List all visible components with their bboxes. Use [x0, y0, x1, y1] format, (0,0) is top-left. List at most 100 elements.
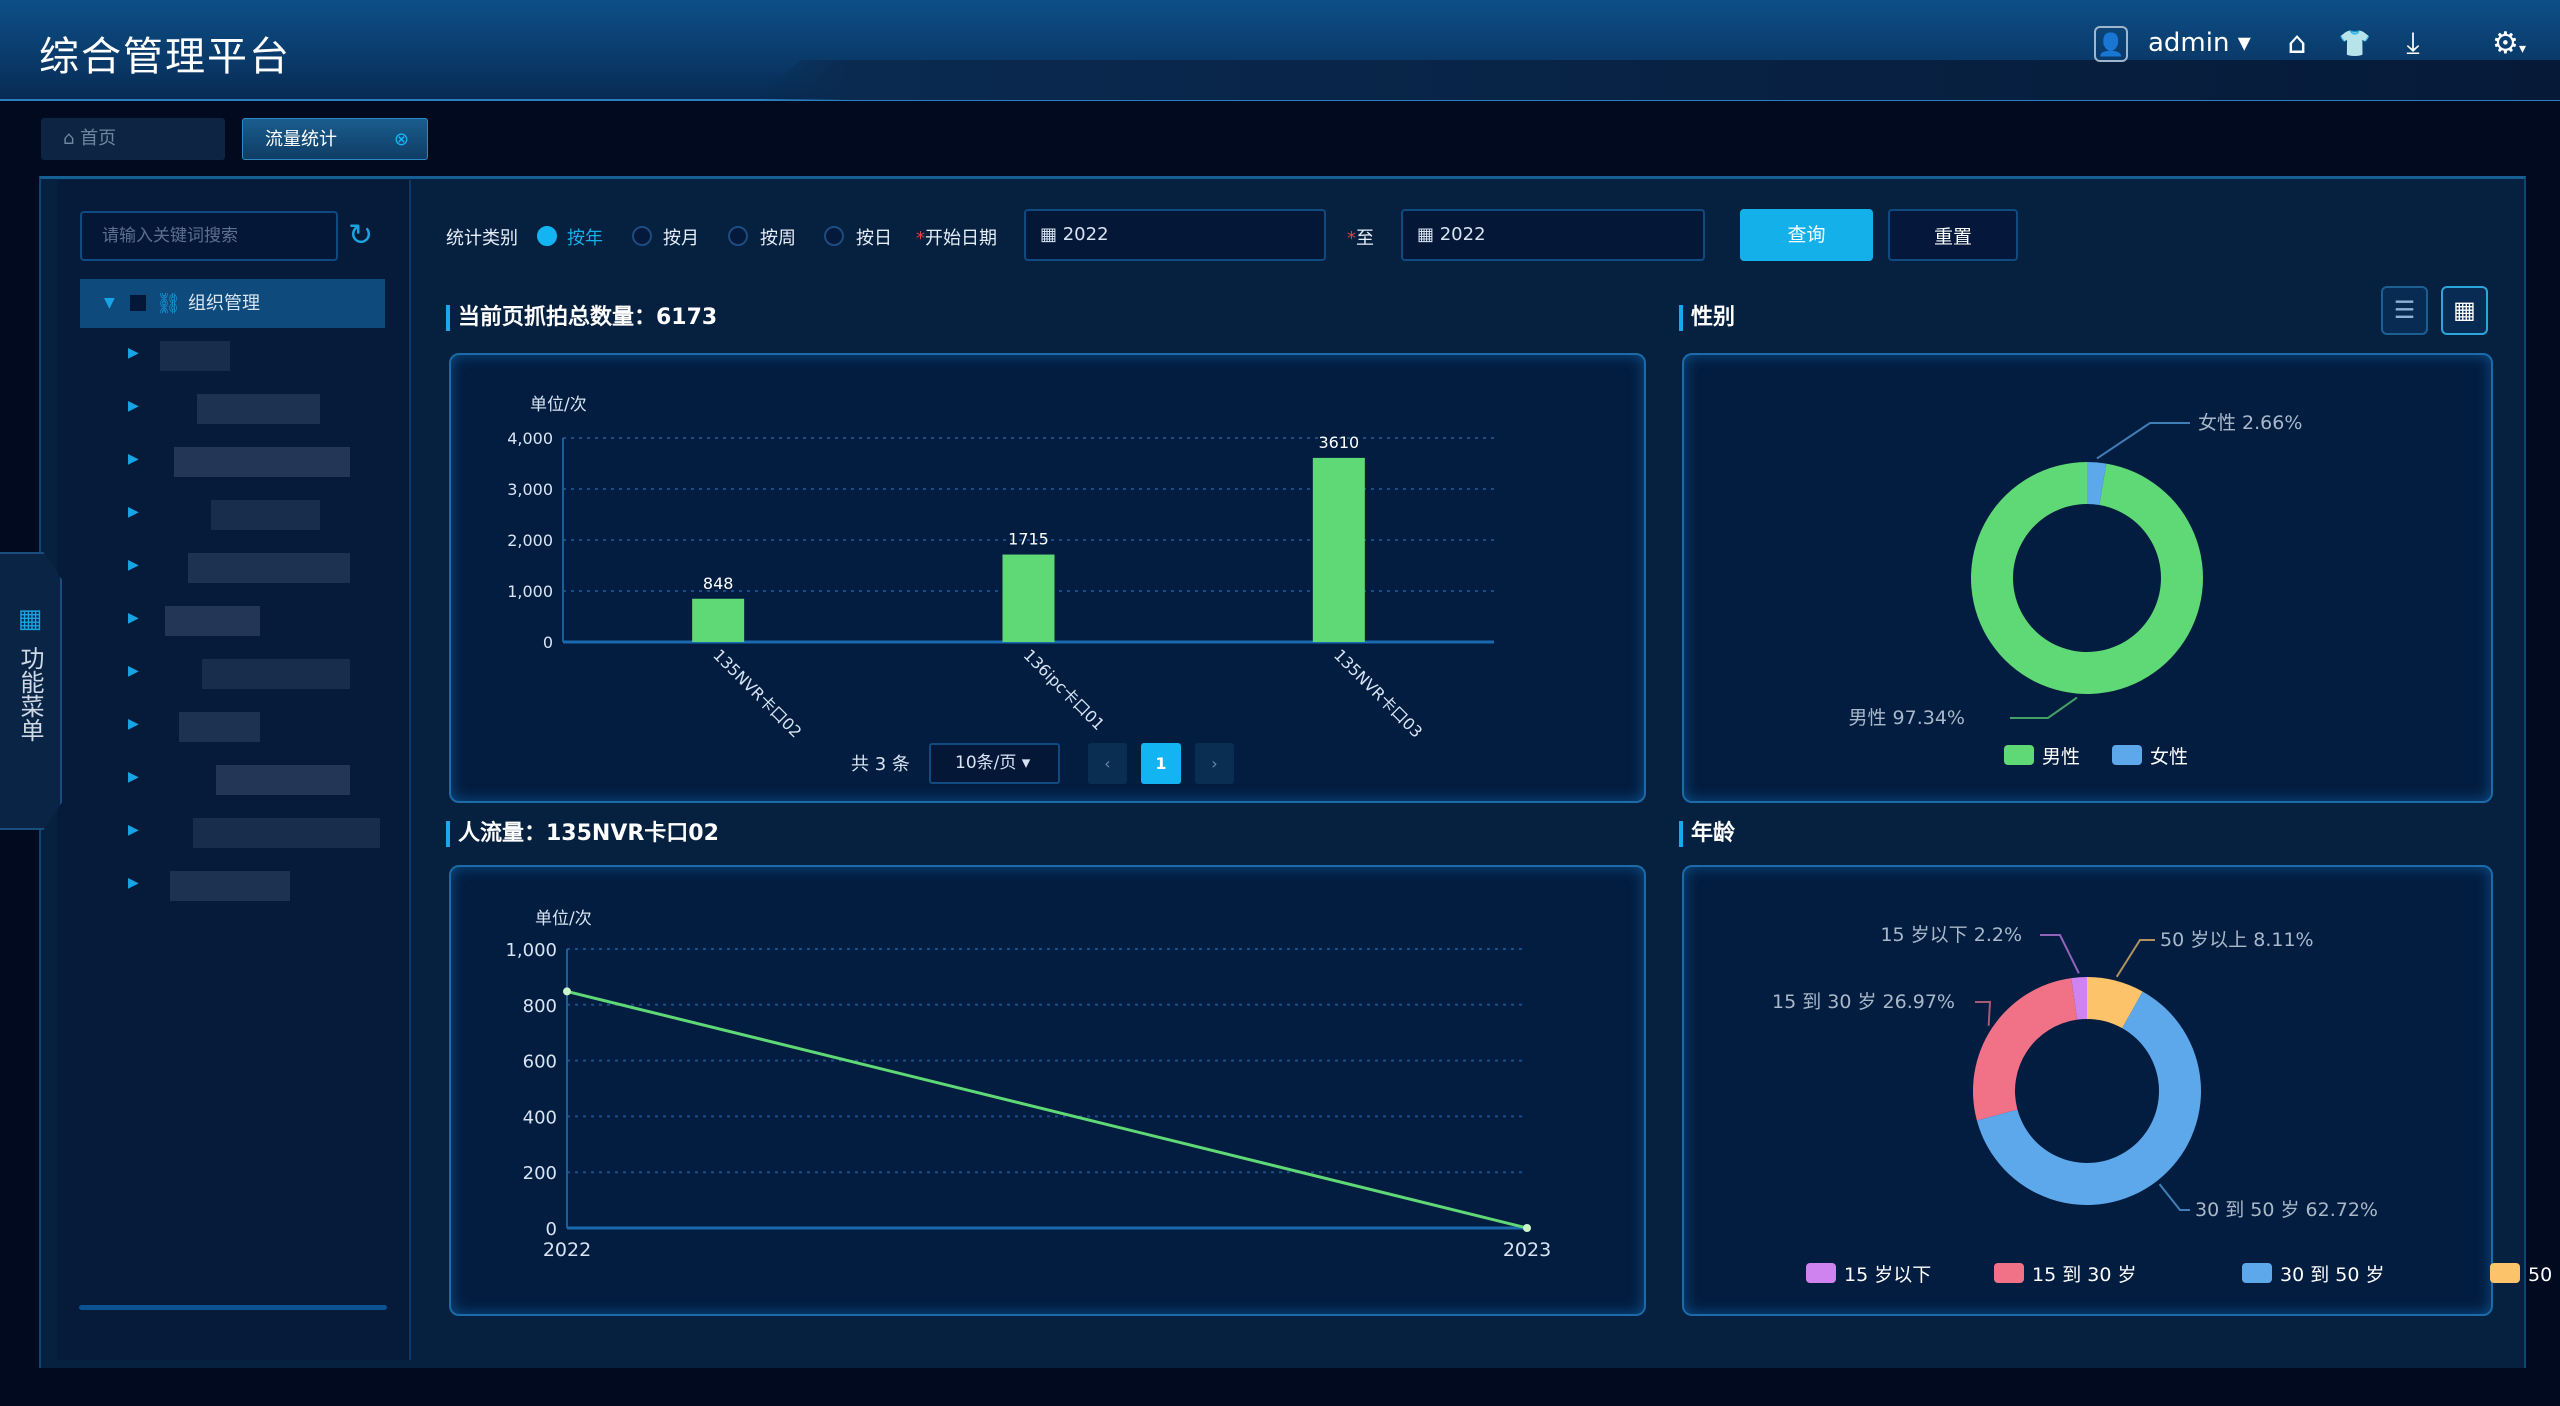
radio-week-label[interactable]: 按周 — [760, 228, 796, 249]
data-point — [1523, 1224, 1531, 1232]
x-tick-label: 2023 — [1503, 1239, 1551, 1261]
end-date-value: 2022 — [1439, 224, 1486, 245]
legend-label: 30 到 50 岁 — [2280, 1264, 2384, 1286]
refresh-icon[interactable]: ↻ — [348, 218, 374, 253]
header-decoration — [760, 60, 2560, 100]
expand-icon[interactable]: ▶ — [128, 451, 139, 467]
slice-label: 15 到 30 岁 26.97% — [1772, 991, 1955, 1013]
radio-day-label[interactable]: 按日 — [856, 228, 892, 249]
label-leader-line — [2010, 696, 2078, 719]
y-tick-label: 1,000 — [507, 582, 553, 601]
expand-icon[interactable]: ▶ — [128, 504, 139, 520]
required-mark: * — [916, 228, 925, 249]
tab-home[interactable]: ⌂ 首页 — [41, 118, 225, 160]
donut-slice — [2071, 977, 2087, 1020]
legend-swatch — [2112, 745, 2142, 765]
bar — [692, 598, 745, 642]
org-tree-icon: ⛓ — [156, 291, 182, 315]
expand-icon[interactable]: ▶ — [128, 663, 139, 679]
y-tick-label: 3,000 — [507, 480, 553, 499]
radio-year[interactable] — [537, 226, 557, 246]
expand-icon[interactable]: ▶ — [128, 557, 139, 573]
tree-item-blurred[interactable] — [174, 447, 350, 477]
radio-month[interactable] — [632, 226, 652, 246]
radio-year-label[interactable]: 按年 — [567, 228, 603, 249]
sidebar-scrollbar[interactable] — [79, 1305, 387, 1310]
reset-button[interactable]: 重置 — [1888, 209, 2018, 261]
gear-icon[interactable]: ⚙▾ — [2492, 26, 2526, 61]
page-size-select[interactable]: 10条/页 ▾ — [929, 743, 1060, 784]
age-chart-panel — [1682, 865, 2493, 1316]
donut-slice — [1971, 462, 2203, 694]
radio-day[interactable] — [824, 226, 844, 246]
legend-swatch — [1806, 1263, 1836, 1283]
y-tick-label: 200 — [523, 1163, 557, 1184]
expand-icon[interactable]: ▶ — [128, 769, 139, 785]
end-date-input[interactable]: ▦ 2022 — [1401, 209, 1705, 261]
radio-month-label[interactable]: 按月 — [663, 228, 699, 249]
home-icon[interactable]: ⌂ — [2287, 26, 2307, 61]
query-button[interactable]: 查询 — [1740, 209, 1873, 261]
prev-page-button[interactable]: ‹ — [1088, 743, 1127, 784]
expand-icon[interactable]: ▶ — [128, 398, 139, 414]
bar-value-label: 848 — [703, 574, 734, 593]
legend-swatch — [2490, 1263, 2520, 1283]
caret-down-icon[interactable]: ▼ — [104, 295, 115, 311]
flow-title: 人流量：135NVR卡口02 — [446, 821, 719, 847]
legend-label: 15 到 30 岁 — [2032, 1264, 2136, 1286]
function-menu-tab[interactable]: ▦ 功能菜单 — [0, 552, 62, 830]
expand-icon[interactable]: ▶ — [128, 822, 139, 838]
expand-icon[interactable]: ▶ — [128, 716, 139, 732]
bar — [1312, 457, 1365, 642]
tab-traffic-stats[interactable]: 流量统计 ⊗ — [242, 118, 428, 160]
age-title: 年龄 — [1679, 821, 1735, 847]
search-input[interactable]: 请输入关键词搜索 — [80, 211, 338, 261]
y-tick-label: 400 — [523, 1107, 557, 1128]
page-1-button[interactable]: 1 — [1141, 743, 1181, 784]
y-tick-label: 2,000 — [507, 531, 553, 550]
app-header — [0, 0, 2560, 101]
gender-title: 性别 — [1679, 305, 1735, 331]
download-icon[interactable]: ⤓ — [2406, 26, 2420, 61]
legend-swatch — [1994, 1263, 2024, 1283]
tree-item-org[interactable]: ▼ ⛓ 组织管理 — [80, 279, 385, 328]
x-tick-label: 135NVR卡口03 — [1330, 645, 1426, 741]
calendar-icon: ▦ — [1417, 224, 1440, 245]
checkbox[interactable] — [130, 295, 146, 311]
user-menu[interactable]: admin ▾ — [2148, 28, 2251, 58]
expand-icon[interactable]: ▶ — [128, 345, 139, 361]
tree-item-blurred[interactable] — [165, 606, 260, 636]
slice-label: 男性 97.34% — [1849, 707, 1966, 729]
tree-item-blurred[interactable] — [170, 871, 290, 901]
y-tick-label: 0 — [546, 1219, 557, 1240]
expand-icon[interactable]: ▶ — [128, 875, 139, 891]
close-icon[interactable]: ⊗ — [393, 129, 409, 150]
tree-item-blurred[interactable] — [202, 659, 350, 689]
grid-view-icon[interactable]: ▦ — [2441, 286, 2488, 335]
tree-item-blurred[interactable] — [197, 394, 320, 424]
label-leader-line — [2115, 939, 2155, 978]
expand-icon[interactable]: ▶ — [128, 610, 139, 626]
label-leader-line — [2096, 422, 2190, 460]
data-point — [563, 987, 571, 996]
tree-root-label: 组织管理 — [188, 293, 260, 314]
bar-value-label: 1715 — [1008, 530, 1049, 549]
tree-item-blurred[interactable] — [188, 553, 350, 583]
legend-swatch — [2004, 745, 2034, 765]
tree-item-blurred[interactable] — [179, 712, 260, 742]
tree-item-blurred[interactable] — [211, 500, 320, 530]
y-tick-label: 0 — [543, 633, 553, 652]
tree-item-blurred[interactable] — [193, 818, 380, 848]
shirt-icon[interactable]: 👕 — [2338, 29, 2372, 59]
tree-item-blurred[interactable] — [216, 765, 350, 795]
capture-total-title: 当前页抓拍总数量：6173 — [446, 305, 717, 331]
next-page-button[interactable]: › — [1195, 743, 1234, 784]
list-view-icon[interactable]: ☰ — [2381, 286, 2428, 335]
bar-value-label: 3610 — [1318, 433, 1359, 452]
start-date-input[interactable]: ▦ 2022 — [1024, 209, 1326, 261]
gender-chart-panel — [1682, 353, 2493, 803]
tree-item-blurred[interactable] — [160, 341, 230, 371]
series-line — [566, 989, 1528, 1230]
user-avatar-icon[interactable]: 👤 — [2094, 26, 2128, 62]
radio-week[interactable] — [728, 226, 748, 246]
